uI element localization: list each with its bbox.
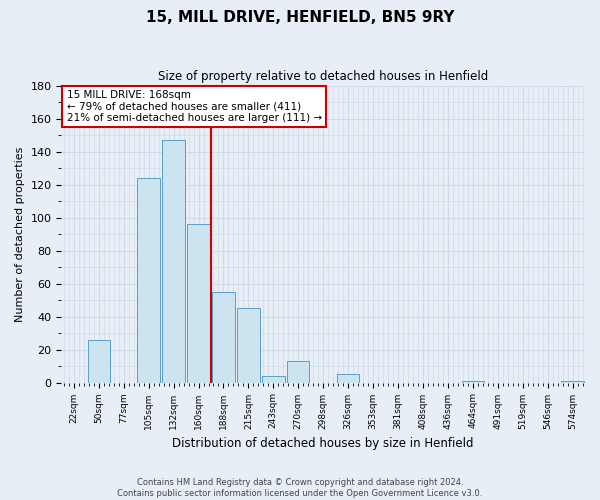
Bar xyxy=(287,361,310,382)
Bar xyxy=(88,340,110,382)
Bar xyxy=(237,308,260,382)
Text: 15, MILL DRIVE, HENFIELD, BN5 9RY: 15, MILL DRIVE, HENFIELD, BN5 9RY xyxy=(146,10,454,25)
Bar xyxy=(187,224,210,382)
Title: Size of property relative to detached houses in Henfield: Size of property relative to detached ho… xyxy=(158,70,488,83)
Text: Contains HM Land Registry data © Crown copyright and database right 2024.
Contai: Contains HM Land Registry data © Crown c… xyxy=(118,478,482,498)
Y-axis label: Number of detached properties: Number of detached properties xyxy=(15,146,25,322)
Text: 15 MILL DRIVE: 168sqm
← 79% of detached houses are smaller (411)
21% of semi-det: 15 MILL DRIVE: 168sqm ← 79% of detached … xyxy=(67,90,322,123)
Bar xyxy=(137,178,160,382)
Bar xyxy=(212,292,235,382)
Bar xyxy=(262,376,284,382)
X-axis label: Distribution of detached houses by size in Henfield: Distribution of detached houses by size … xyxy=(172,437,474,450)
Bar xyxy=(337,374,359,382)
Bar xyxy=(163,140,185,382)
Bar xyxy=(461,381,484,382)
Bar xyxy=(562,381,584,382)
